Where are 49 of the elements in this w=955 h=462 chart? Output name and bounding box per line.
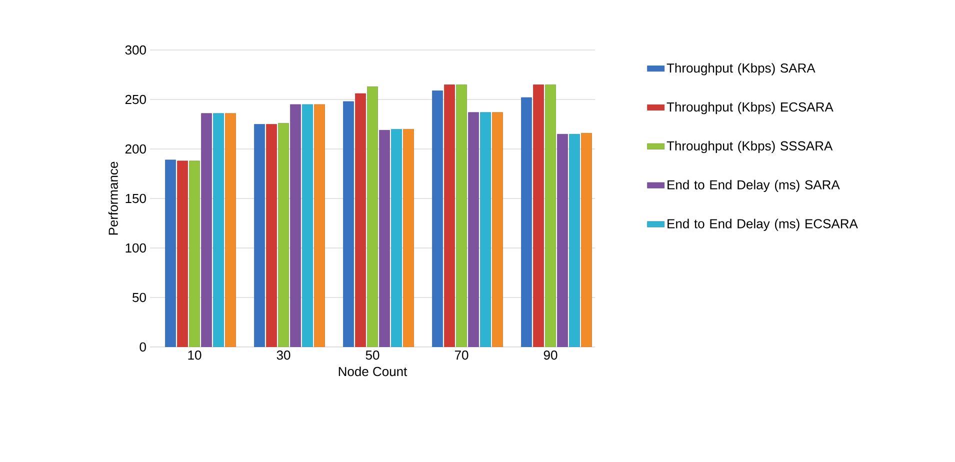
bar bbox=[254, 124, 265, 347]
bar bbox=[521, 97, 532, 347]
bar bbox=[432, 90, 443, 347]
x-tick-label: 30 bbox=[276, 350, 290, 360]
legend-label: End to End Delay (ms) ECSARA bbox=[668, 218, 858, 231]
bar bbox=[314, 104, 325, 347]
bar bbox=[201, 113, 212, 347]
y-axis-title: Performance bbox=[108, 162, 118, 235]
bar bbox=[456, 84, 467, 347]
x-axis-title: Node Count bbox=[338, 366, 408, 376]
bar bbox=[533, 84, 544, 347]
x-tick-label: 50 bbox=[366, 350, 380, 360]
bar bbox=[343, 101, 354, 347]
bar bbox=[557, 134, 568, 347]
bar bbox=[177, 160, 188, 347]
bar bbox=[189, 160, 200, 347]
bar bbox=[403, 129, 414, 347]
bar bbox=[225, 113, 236, 347]
bar bbox=[213, 113, 224, 347]
bar bbox=[545, 84, 556, 347]
bar bbox=[492, 112, 503, 347]
legend-label: Throughput (Kbps) ECSARA bbox=[666, 102, 834, 114]
legend-label: End to End Delay (ms) SARA bbox=[668, 180, 840, 192]
y-tick-label: 50 bbox=[132, 292, 146, 302]
y-tick-label: 300 bbox=[125, 45, 146, 55]
y-tick-label: 150 bbox=[126, 194, 146, 204]
y-tick-label: 250 bbox=[125, 94, 146, 104]
legend-label: Throughput (Kbps) SSSARA bbox=[666, 140, 833, 154]
y-tick-label: 0 bbox=[140, 342, 146, 352]
bar bbox=[302, 104, 313, 347]
y-tick-label: 200 bbox=[125, 144, 146, 154]
bar bbox=[290, 104, 301, 347]
bar bbox=[581, 133, 592, 347]
bar bbox=[444, 84, 455, 347]
x-tick-label: 90 bbox=[544, 350, 558, 360]
bar bbox=[379, 130, 390, 347]
y-tick-label: 100 bbox=[126, 243, 146, 253]
bar bbox=[266, 124, 277, 347]
bar bbox=[569, 134, 580, 347]
bar bbox=[355, 93, 366, 347]
bar bbox=[367, 86, 378, 347]
x-tick-label: 10 bbox=[188, 350, 202, 360]
bar bbox=[468, 112, 479, 347]
bar bbox=[165, 160, 176, 347]
x-tick-label: 70 bbox=[454, 350, 468, 360]
legend-label: Throughput (Kbps) SARA bbox=[666, 63, 816, 76]
bar bbox=[278, 123, 289, 347]
bar bbox=[480, 112, 491, 347]
bar bbox=[391, 129, 402, 347]
